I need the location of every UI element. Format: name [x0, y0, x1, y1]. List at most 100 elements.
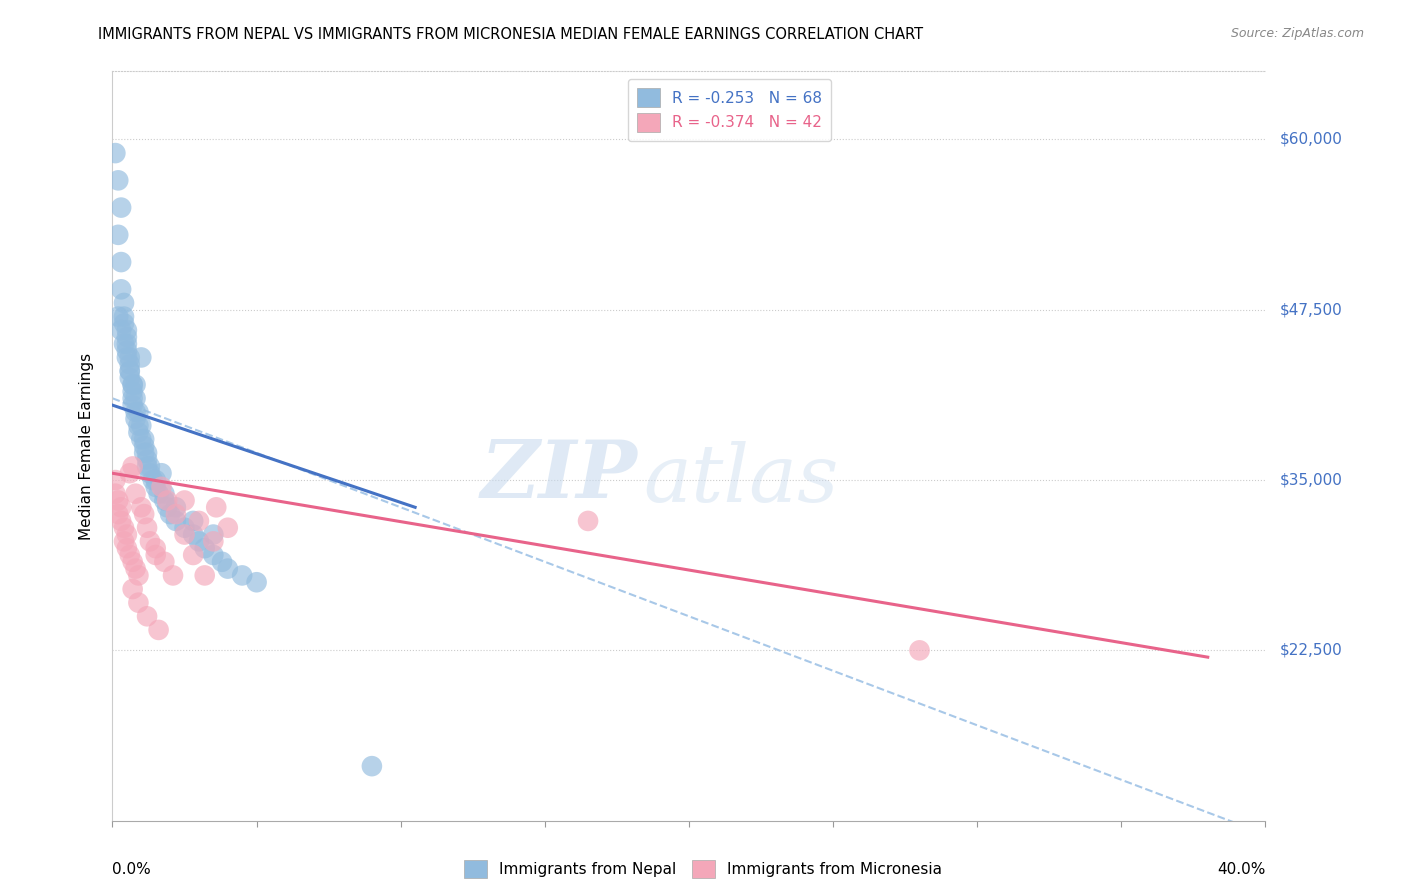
Point: [217, 521, 239, 535]
Point: [576, 514, 599, 528]
Point: [129, 432, 153, 446]
Point: [188, 534, 211, 549]
Point: [145, 548, 167, 562]
Point: [112, 317, 135, 331]
Point: [124, 392, 146, 406]
Point: [156, 500, 179, 515]
Point: [231, 568, 253, 582]
Point: [360, 759, 382, 773]
Point: [124, 377, 146, 392]
Point: [173, 527, 195, 541]
Point: [129, 351, 153, 365]
Point: [121, 555, 143, 569]
Point: [162, 568, 184, 582]
Text: $47,500: $47,500: [1279, 302, 1343, 318]
Point: [908, 643, 931, 657]
Point: [194, 541, 217, 556]
Point: [165, 500, 187, 515]
Point: [139, 459, 162, 474]
Point: [145, 541, 167, 556]
Text: 40.0%: 40.0%: [1218, 863, 1265, 878]
Point: [127, 596, 149, 610]
Point: [181, 514, 204, 528]
Point: [107, 493, 129, 508]
Point: [181, 548, 204, 562]
Legend: Immigrants from Nepal, Immigrants from Micronesia: Immigrants from Nepal, Immigrants from M…: [458, 854, 948, 884]
Point: [129, 418, 153, 433]
Point: [107, 310, 129, 324]
Point: [107, 227, 129, 242]
Point: [181, 527, 204, 541]
Point: [127, 418, 149, 433]
Point: [136, 452, 159, 467]
Point: [110, 282, 132, 296]
Point: [110, 201, 132, 215]
Point: [118, 364, 141, 378]
Point: [110, 323, 132, 337]
Point: [118, 548, 141, 562]
Point: [121, 459, 143, 474]
Y-axis label: Median Female Earnings: Median Female Earnings: [79, 352, 94, 540]
Point: [112, 336, 135, 351]
Point: [156, 493, 179, 508]
Point: [121, 384, 143, 399]
Point: [205, 500, 228, 515]
Point: [153, 493, 176, 508]
Point: [145, 473, 167, 487]
Point: [110, 500, 132, 515]
Point: [202, 527, 225, 541]
Point: [173, 521, 195, 535]
Point: [145, 480, 167, 494]
Point: [136, 459, 159, 474]
Point: [165, 507, 187, 521]
Point: [246, 575, 269, 590]
Text: $60,000: $60,000: [1279, 132, 1343, 147]
Point: [104, 486, 127, 500]
Point: [134, 432, 156, 446]
Point: [118, 467, 141, 481]
Point: [127, 425, 149, 440]
Point: [115, 351, 138, 365]
Point: [129, 500, 153, 515]
Text: $35,000: $35,000: [1279, 473, 1343, 488]
Text: atlas: atlas: [643, 441, 838, 518]
Point: [115, 323, 138, 337]
Point: [121, 398, 143, 412]
Point: [118, 357, 141, 371]
Legend: R = -0.253   N = 68, R = -0.374   N = 42: R = -0.253 N = 68, R = -0.374 N = 42: [627, 79, 831, 141]
Point: [153, 555, 176, 569]
Point: [127, 568, 149, 582]
Point: [136, 521, 159, 535]
Point: [136, 609, 159, 624]
Point: [112, 296, 135, 310]
Point: [121, 582, 143, 596]
Point: [139, 467, 162, 481]
Point: [136, 446, 159, 460]
Point: [115, 541, 138, 556]
Point: [153, 486, 176, 500]
Point: [124, 486, 146, 500]
Text: Source: ZipAtlas.com: Source: ZipAtlas.com: [1230, 27, 1364, 40]
Point: [202, 548, 225, 562]
Point: [118, 371, 141, 385]
Point: [121, 377, 143, 392]
Point: [165, 514, 187, 528]
Point: [139, 534, 162, 549]
Point: [112, 534, 135, 549]
Point: [107, 173, 129, 187]
Text: ZIP: ZIP: [481, 437, 637, 515]
Point: [115, 527, 138, 541]
Point: [142, 473, 165, 487]
Point: [112, 310, 135, 324]
Point: [124, 405, 146, 419]
Point: [211, 555, 233, 569]
Point: [115, 343, 138, 358]
Point: [134, 439, 156, 453]
Point: [104, 146, 127, 161]
Text: 0.0%: 0.0%: [112, 863, 152, 878]
Point: [202, 534, 225, 549]
Point: [112, 521, 135, 535]
Point: [121, 392, 143, 406]
Point: [115, 330, 138, 344]
Point: [110, 514, 132, 528]
